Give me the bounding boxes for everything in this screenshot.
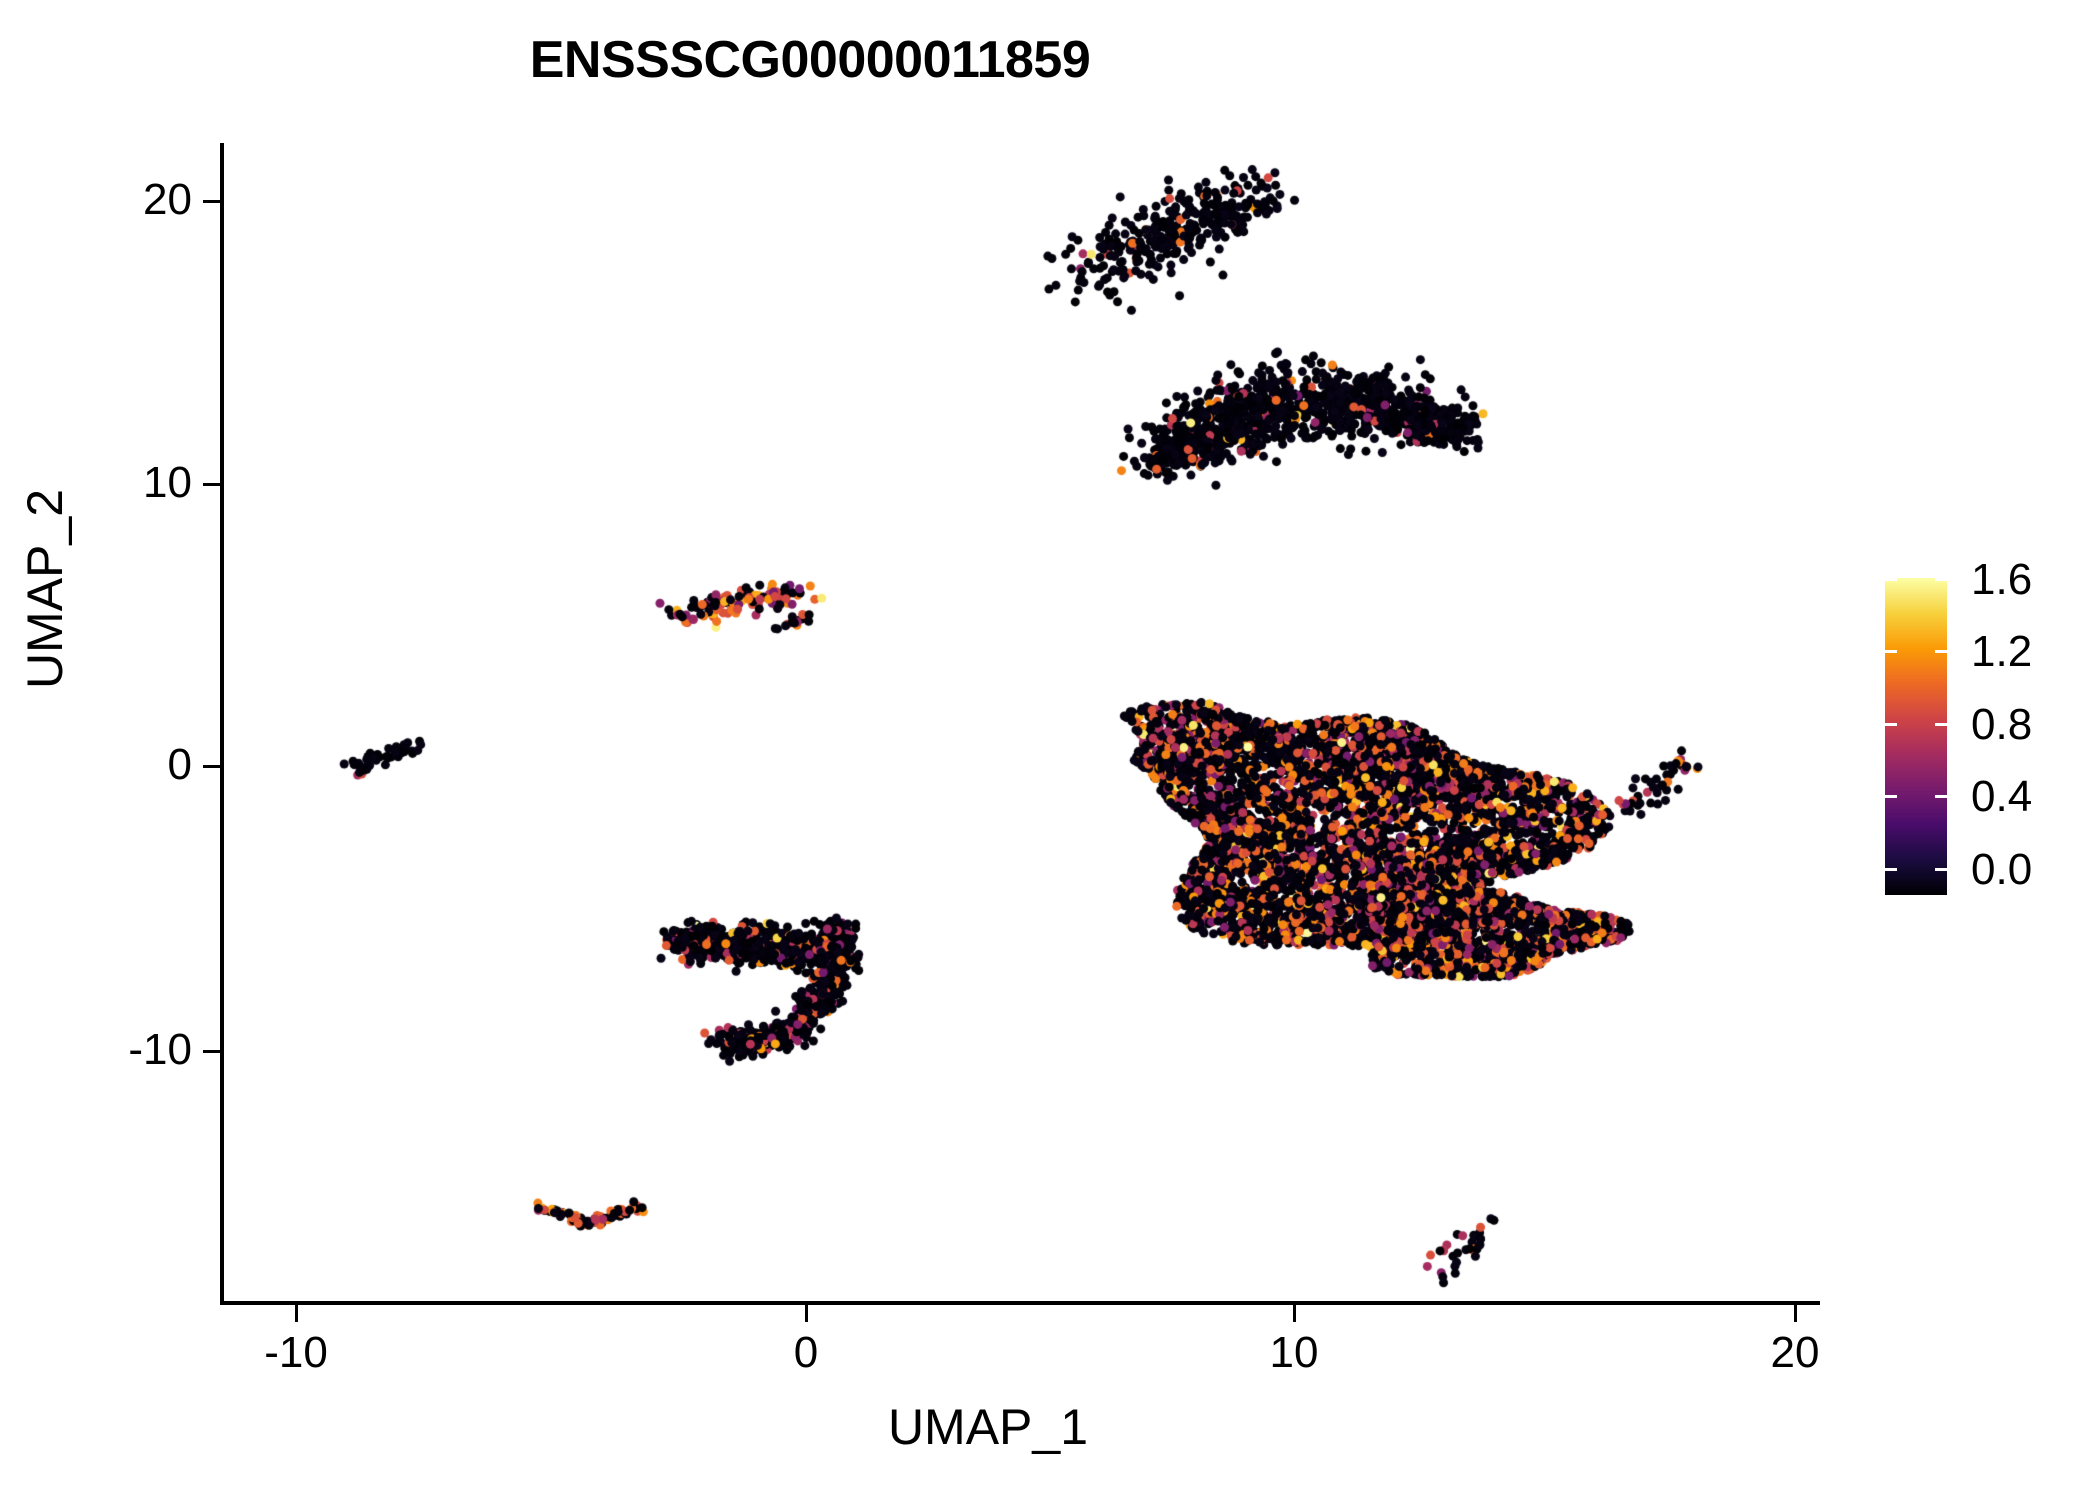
page-title: ENSSSCG00000011859: [529, 31, 1091, 89]
x-axis-ticklabel--10: -10: [264, 1328, 328, 1377]
y-axis-ticklabel-0: 0: [167, 740, 192, 789]
colorbar-tick-1.2-left: [1885, 650, 1897, 653]
y-axis-title: UMAP_2: [17, 488, 73, 690]
x-axis-tick-0: [805, 1305, 808, 1322]
colorbar-tick-0.4-left: [1885, 795, 1897, 798]
colorbar-tick-0.4-right: [1935, 795, 1947, 798]
x-axis-tick--10: [295, 1305, 298, 1322]
colorbar-label-1.2: 1.2: [1971, 627, 2033, 676]
y-axis-ticklabel-20: 20: [143, 175, 192, 224]
colorbar-gradient: [1885, 578, 1947, 895]
x-axis-tick-10: [1293, 1305, 1296, 1322]
colorbar-tick-1.2-right: [1935, 650, 1947, 653]
x-axis-line: [220, 1301, 1820, 1305]
colorbar-legend: 1.6 1.2 0.8 0.4 0.0: [1885, 555, 2085, 898]
colorbar-tick-1.6-left: [1885, 578, 1897, 581]
y-axis-tick-20: [203, 200, 220, 203]
y-axis-line: [220, 143, 224, 1305]
colorbar-tick-0.0-left: [1885, 868, 1897, 871]
y-axis-ticklabel-10: 10: [143, 458, 192, 507]
x-axis-tick-20: [1794, 1305, 1797, 1322]
y-axis-tick--10: [203, 1050, 220, 1053]
x-axis-title-text: UMAP_1: [887, 1399, 1089, 1455]
plot-area: [222, 143, 1820, 1303]
colorbar-tick-0.8-right: [1935, 723, 1947, 726]
scatter-plot-canvas: [222, 143, 1820, 1303]
y-axis-ticklabel--10: -10: [128, 1025, 192, 1074]
colorbar-tick-0.0-right: [1935, 868, 1947, 871]
colorbar-label-1.6: 1.6: [1971, 555, 2033, 604]
x-axis-ticklabel-0: 0: [793, 1328, 819, 1377]
colorbar-tick-1.6-right: [1935, 578, 1947, 581]
x-axis-ticklabel-20: 20: [1770, 1328, 1820, 1377]
colorbar-label-0.0: 0.0: [1971, 845, 2033, 894]
colorbar-label-0.4: 0.4: [1971, 772, 2033, 821]
x-axis-title: UMAP_1: [0, 1398, 2100, 1456]
y-axis-tick-0: [203, 765, 220, 768]
x-axis-ticklabel-10: 10: [1269, 1328, 1319, 1377]
colorbar-label-0.8: 0.8: [1971, 700, 2033, 749]
y-axis-tick-10: [203, 483, 220, 486]
colorbar-tick-0.8-left: [1885, 723, 1897, 726]
